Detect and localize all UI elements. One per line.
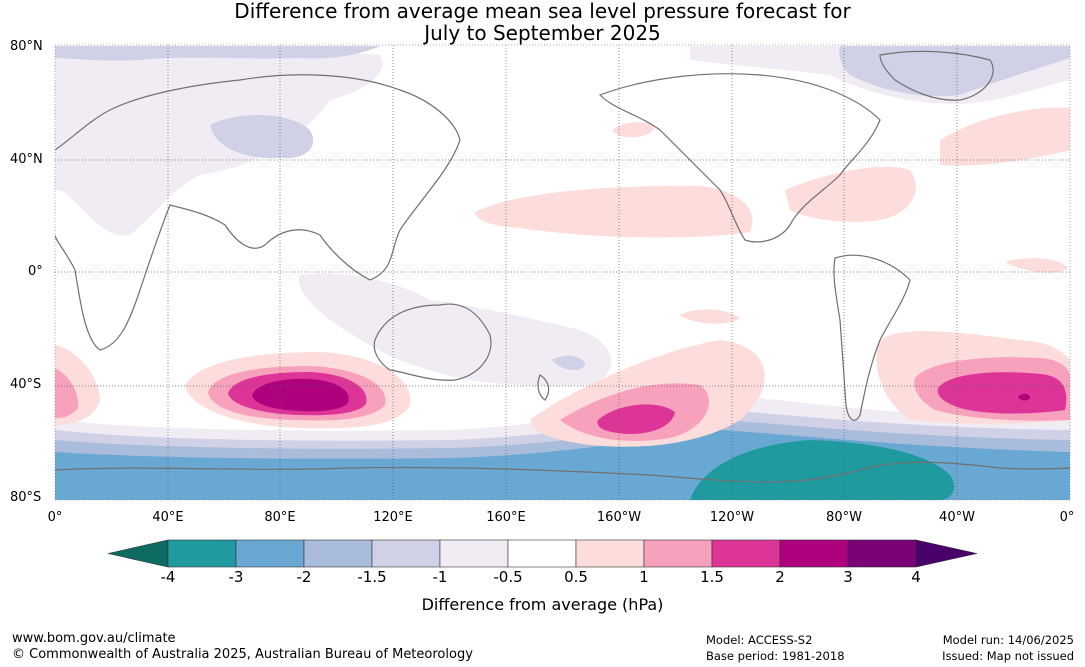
colorbar-tick-label: 0.5 (564, 568, 588, 586)
lon-label-80e: 80°E (264, 510, 296, 525)
coast-new-zealand (537, 374, 550, 401)
anomaly-arctic-minus-1 (55, 46, 380, 61)
lon-label-0-right: 0° (1059, 510, 1075, 525)
lat-label-40n: 40°N (10, 152, 43, 167)
lon-label-80w: 80°W (826, 510, 862, 525)
colorbar-swatch (167, 539, 237, 568)
colorbar-tick-label: 3 (843, 568, 853, 586)
coast-greenland (879, 50, 994, 101)
anomaly-band-minus-3 (690, 440, 955, 500)
anomaly-natl2-plus-0-5 (940, 107, 1070, 166)
anomaly-npac-plus-0-5 (475, 185, 753, 238)
footer-model-run: Model run: 14/06/2025 (942, 633, 1074, 647)
colorbar-swatch (711, 539, 781, 568)
anomaly-atl-high-plus-1-5 (937, 372, 1067, 414)
colorbar-swatch (847, 539, 917, 568)
footer-issued: Issued: Map not issued (942, 649, 1074, 663)
colorbar-tick-label: 2 (775, 568, 785, 586)
colorbar-tick-label: 1.5 (700, 568, 724, 586)
lat-label-80s: 80°S (10, 490, 42, 505)
anomaly-indian-minus-1 (552, 355, 585, 371)
colorbar-extend-low (107, 539, 169, 568)
colorbar-extend-high (915, 539, 978, 568)
anomaly-atl-high-plus-2 (1018, 393, 1030, 401)
footer-url: www.bom.gov.au/climate (12, 631, 176, 646)
anomaly-spac-plus-0-5 (680, 309, 740, 324)
lat-label-0: 0° (28, 264, 43, 279)
colorbar-swatch (303, 539, 373, 568)
colorbar-swatch (439, 539, 509, 568)
anomaly-indian-minus-0-5 (298, 273, 612, 387)
lon-label-120e: 120°E (373, 510, 413, 525)
colorbar-tick-label: -1 (432, 568, 448, 586)
anomaly-arctic-minus-0-5 (55, 50, 383, 236)
lon-label-0-left: 0° (47, 510, 63, 525)
lat-label-40s: 40°S (10, 377, 42, 392)
coast-australia (373, 303, 492, 381)
map-title-line1: Difference from average mean sea level p… (234, 0, 851, 23)
anomaly-west-edge-plus-1 (55, 368, 79, 418)
colorbar-tick-label: -1.5 (357, 568, 387, 586)
lon-label-40e: 40°E (152, 510, 184, 525)
colorbar-swatch (371, 539, 441, 568)
coast-south-america (833, 254, 911, 421)
colorbar-swatch (575, 539, 645, 568)
colorbar-tick-label: -2 (296, 568, 312, 586)
colorbar-swatch (779, 539, 849, 568)
colorbar-swatch (507, 539, 577, 568)
footer-model: Model: ACCESS-S2 (706, 633, 813, 647)
graticule (55, 45, 1070, 500)
anomaly-satl-plus-0-5 (1005, 258, 1068, 273)
lon-label-160w: 160°W (596, 510, 642, 525)
colorbar-swatch (235, 539, 305, 568)
lon-label-40w: 40°W (939, 510, 975, 525)
anomaly-greenland-minus-1 (839, 46, 1070, 97)
lat-label-80n: 80°N (10, 39, 43, 54)
coast-north-america (598, 73, 881, 243)
coastlines (55, 50, 1070, 483)
colorbar-title: Difference from average (hPa) (421, 595, 664, 614)
anomaly-npac2-plus-0-5 (612, 122, 655, 138)
anomaly-natl-plus-0-5 (785, 166, 916, 222)
coast-africa-eurasia (55, 74, 461, 351)
colorbar-tick-label: 4 (911, 568, 921, 586)
lon-label-160e: 160°E (486, 510, 526, 525)
anomaly-asia-minus-1 (210, 114, 314, 159)
footer-base-period: Base period: 1981-2018 (706, 649, 845, 663)
anomaly-ind-high-plus-2 (252, 378, 349, 412)
lon-label-120w: 120°W (709, 510, 755, 525)
colorbar-tick-label: -0.5 (493, 568, 523, 586)
colorbar-tick-label: -3 (228, 568, 244, 586)
colorbar-tick-label: 1 (639, 568, 649, 586)
anomaly-spac-high-plus-1-5 (597, 404, 675, 434)
colorbar-tick-label: -4 (160, 568, 176, 586)
colorbar-swatch (643, 539, 713, 568)
coast-antarctica (55, 461, 1070, 483)
pressure-anomaly-map (54, 44, 1071, 501)
footer-copyright: © Commonwealth of Australia 2025, Austra… (12, 647, 473, 662)
map-title-line2: July to September 2025 (424, 21, 661, 45)
